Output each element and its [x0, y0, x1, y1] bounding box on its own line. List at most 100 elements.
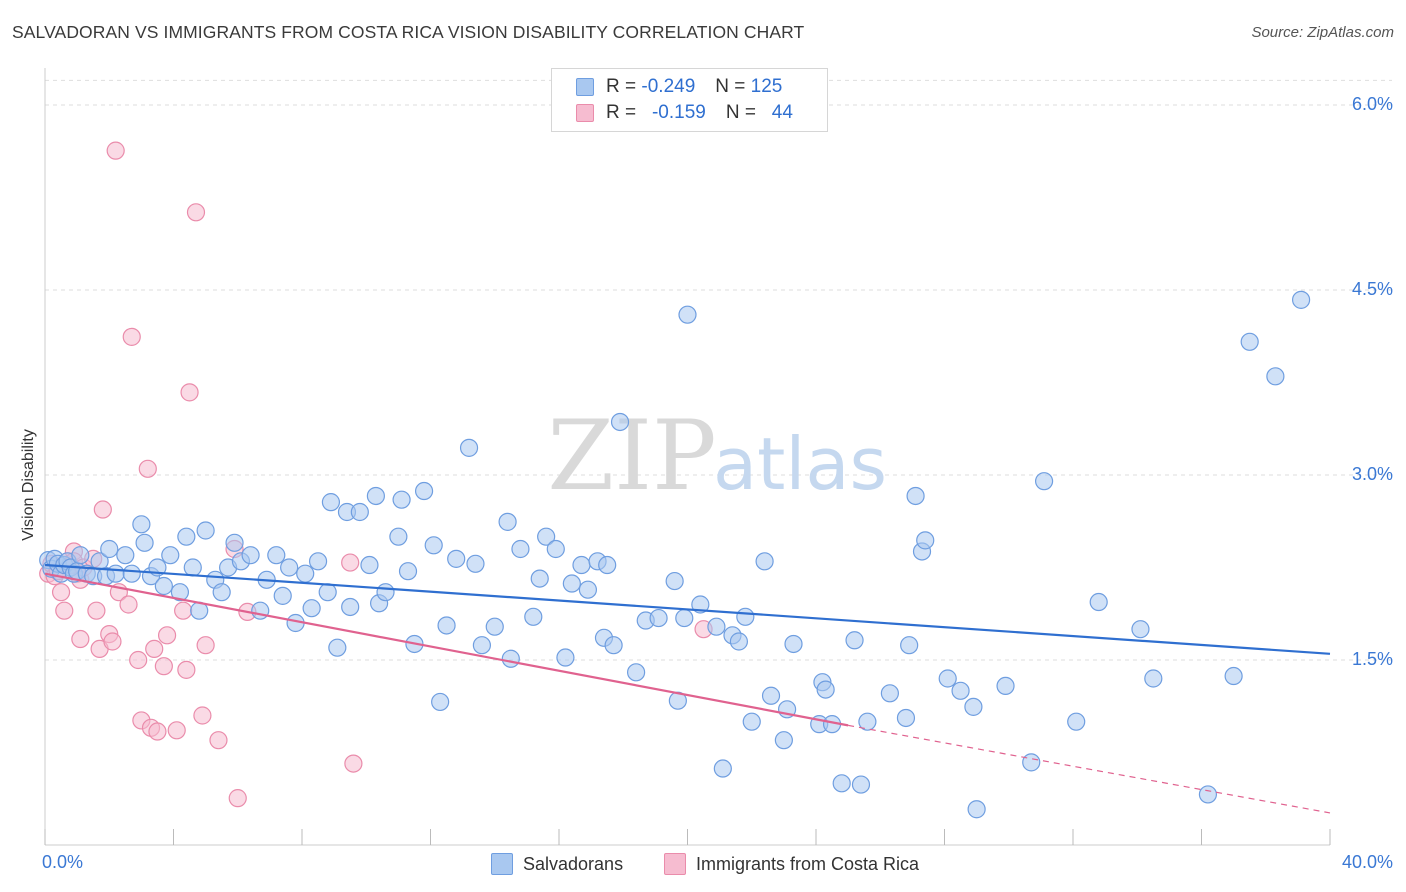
salvadoran-point: [675, 608, 694, 628]
costa-rica-point: [51, 583, 71, 602]
costa-rica-point: [55, 601, 74, 620]
costa-rica-point: [87, 601, 106, 620]
costa-rica-point: [167, 721, 186, 740]
salvadoran-point: [900, 636, 919, 655]
salvadoran-point: [1089, 592, 1108, 612]
salvadoran-point: [774, 731, 793, 750]
source-label: Source: ZipAtlas.com: [1251, 24, 1394, 41]
salvadoran-point: [318, 583, 337, 602]
costa-rica-point: [186, 203, 206, 222]
salvadoran-point: [546, 539, 565, 559]
legend-item-costa-rica[interactable]: Immigrants from Costa Rica: [664, 852, 919, 876]
salvadoran-point: [122, 564, 141, 583]
salvadoran-point: [906, 486, 925, 506]
axes: [44, 68, 1331, 846]
salvadoran-point: [572, 555, 591, 575]
salvadoran-point: [916, 531, 935, 550]
salvadoran-point: [858, 712, 877, 731]
salvadoran-point: [530, 569, 549, 588]
salvadoran-point: [1240, 332, 1259, 351]
salvadoran-point: [498, 512, 517, 531]
salvadoran-point: [501, 649, 520, 668]
costa-rica-point: [119, 595, 138, 614]
salvadoran-point: [562, 574, 581, 593]
salvadoran-point: [755, 552, 774, 571]
salvadoran-point: [665, 571, 684, 591]
costa-rica-point: [193, 706, 212, 725]
salvadorans-legend-label: Salvadorans: [523, 853, 624, 874]
stats-legend-costa-rica: R = -0.159 N = 44: [576, 101, 793, 125]
costa-rica-point: [209, 731, 228, 750]
costa-rica-point: [154, 657, 173, 676]
watermark-atlas: atlas: [713, 422, 887, 506]
salvadoran-point: [106, 564, 125, 583]
n-value: 125: [750, 76, 783, 97]
salvadoran-point: [431, 692, 450, 712]
salvadoran-point: [251, 601, 270, 620]
salvadoran-point: [116, 546, 135, 565]
salvadoran-point: [556, 648, 575, 667]
costa-rica-point: [103, 632, 122, 651]
salvadoran-point: [649, 608, 668, 628]
n-label: N =: [725, 102, 756, 123]
salvadoran-point: [392, 490, 411, 509]
costa-rica-point: [93, 500, 112, 519]
costa-rica-legend-label: Immigrants from Costa Rica: [696, 853, 920, 874]
salvadoran-point: [424, 536, 443, 555]
salvadoran-point: [161, 546, 180, 565]
salvadoran-point: [1144, 669, 1163, 688]
r-label: R =: [606, 76, 637, 97]
salvadoran-point: [761, 686, 781, 705]
salvadorans-legend-swatch: [491, 853, 513, 875]
salvadoran-point: [967, 800, 986, 819]
trend-lines: [44, 563, 1331, 814]
salvadoran-point: [1224, 666, 1243, 686]
r-value: -0.249: [641, 76, 696, 97]
salvadoran-point: [273, 586, 292, 605]
salvadoran-point: [100, 539, 119, 559]
salvadoran-point: [225, 533, 244, 552]
salvadoran-point: [183, 558, 202, 577]
n-label: N =: [715, 76, 746, 97]
salvadoran-point: [414, 481, 434, 501]
salvadoran-point: [524, 607, 543, 626]
y-tick-label: 6.0%: [1351, 94, 1393, 114]
costa-rica-point: [157, 626, 177, 645]
costa-rica-trend-line: [44, 572, 849, 727]
costa-rica-point: [129, 650, 148, 670]
y-axis-title: Vision Disability: [20, 429, 37, 541]
costa-rica-point: [138, 459, 157, 478]
salvadoran-point: [447, 549, 466, 568]
costa-rica-swatch: [576, 104, 594, 122]
x-tick-label-max: 40.0%: [1341, 852, 1393, 872]
salvadoran-point: [736, 607, 755, 626]
stats-legend-salvadorans: R = -0.249 N = 125: [576, 75, 782, 99]
costa-rica-point: [196, 636, 215, 655]
salvadoran-point: [328, 638, 347, 657]
salvadoran-point: [626, 663, 646, 682]
salvadoran-point: [135, 533, 154, 552]
x-tick-label-min: 0.0%: [42, 852, 84, 872]
salvadoran-point: [578, 580, 598, 599]
salvadoran-point: [280, 558, 299, 577]
salvadoran-point: [896, 708, 916, 728]
salvadoran-point: [964, 697, 983, 716]
salvadoran-point: [1266, 367, 1285, 386]
salvadoran-point: [1291, 290, 1311, 309]
costa-rica-point: [122, 327, 141, 346]
salvadoran-point: [938, 669, 957, 688]
salvadoran-point: [196, 521, 215, 540]
salvadoran-point: [511, 539, 530, 559]
salvadoran-point: [707, 617, 726, 636]
legend-item-salvadorans[interactable]: Salvadorans: [491, 852, 623, 876]
salvadoran-point: [341, 597, 360, 617]
salvadoran-point: [729, 632, 749, 651]
salvadoran-point: [154, 576, 173, 596]
salvadoran-trend-line: [44, 563, 1331, 655]
salvadoran-point: [713, 759, 732, 778]
salvadoran-point: [816, 680, 835, 699]
stats-legend: R = -0.249 N = 125 R = -0.159 N = 44: [551, 68, 828, 132]
salvadoran-point: [784, 634, 803, 654]
costa-rica-point: [228, 789, 247, 808]
salvadoran-point: [1067, 712, 1086, 731]
